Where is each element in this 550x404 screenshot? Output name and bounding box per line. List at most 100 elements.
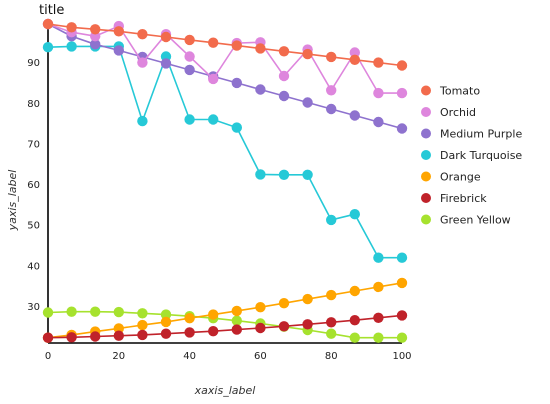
data-point-green-yellow (231, 315, 242, 326)
data-point-tomato (113, 26, 125, 37)
data-point-green-yellow (373, 332, 384, 343)
data-point-green-yellow (326, 328, 337, 339)
data-point-green-yellow (160, 309, 172, 320)
data-point-dark-turquoise (302, 169, 313, 180)
data-point-tomato (137, 29, 148, 40)
data-point-medium-purple (278, 90, 290, 102)
data-point-firebrick (349, 315, 360, 326)
data-point-medium-purple (90, 39, 101, 50)
data-point-tomato (42, 18, 54, 30)
data-point-firebrick (255, 322, 266, 334)
x-tick-label: 20 (112, 351, 125, 362)
data-point-dark-turquoise (184, 114, 195, 125)
data-point-dark-turquoise (255, 169, 266, 180)
plot-layer: 30 40 50 60 70 80 90 0 20 40 60 80 100 (27, 18, 412, 362)
data-point-orange (184, 313, 195, 324)
legend-label-dark-turquoise: Dark Turquoise (440, 149, 522, 162)
data-point-dark-turquoise (349, 209, 360, 220)
data-point-firebrick (160, 328, 172, 339)
data-point-firebrick (90, 331, 101, 342)
y-tick-label: 60 (27, 180, 40, 191)
legend-marker-green-yellow (421, 214, 431, 225)
data-point-orange (137, 319, 148, 331)
data-point-medium-purple (231, 77, 242, 89)
data-point-dark-turquoise (231, 122, 242, 133)
series-line-orange (47, 282, 403, 339)
series-green-yellow (42, 306, 408, 343)
legend-label-green-yellow: Green Yellow (440, 214, 511, 227)
x-axis-title: xaxis_label (194, 384, 256, 397)
data-point-orchid (396, 87, 408, 99)
data-point-dark-turquoise (66, 41, 77, 52)
legend-marker-orchid (421, 107, 431, 117)
data-point-firebrick (373, 312, 384, 323)
series-line-green-yellow (47, 310, 402, 339)
data-point-medium-purple (373, 116, 384, 128)
series-dark-turquoise (42, 41, 408, 263)
x-tick-label: 80 (325, 351, 338, 362)
data-point-orange (113, 323, 125, 334)
series-firebrick (42, 310, 408, 343)
data-point-green-yellow (90, 306, 101, 317)
data-point-firebrick (113, 330, 125, 341)
data-point-dark-turquoise (373, 252, 384, 263)
data-point-tomato (255, 43, 266, 54)
data-point-firebrick (184, 327, 195, 338)
data-point-orange (255, 302, 266, 313)
legend-marker-medium-purple (421, 128, 431, 139)
data-point-orchid (373, 87, 384, 99)
data-point-dark-turquoise (278, 169, 290, 180)
data-point-tomato (349, 54, 360, 65)
y-tick-label: 70 (27, 139, 40, 150)
legend-label-tomato: Tomato (439, 85, 480, 98)
data-point-tomato (66, 22, 77, 33)
data-point-dark-turquoise (208, 114, 219, 125)
data-point-orange (231, 305, 242, 317)
data-point-orchid (208, 73, 219, 85)
data-point-green-yellow (42, 307, 54, 318)
data-point-orange (396, 277, 408, 289)
series-line-tomato (47, 23, 403, 67)
data-point-medium-purple (326, 103, 337, 115)
y-tick-label: 90 (27, 58, 40, 69)
x-tick-label: 100 (392, 351, 411, 362)
data-point-orange (349, 285, 360, 297)
data-point-dark-turquoise (396, 252, 408, 263)
data-point-firebrick (231, 324, 242, 335)
data-point-medium-purple (349, 110, 360, 121)
data-point-tomato (184, 34, 195, 46)
series-line-firebrick (47, 314, 403, 339)
data-point-green-yellow (66, 306, 77, 317)
data-point-orange (326, 289, 337, 301)
data-point-medium-purple (255, 84, 266, 95)
data-point-tomato (90, 24, 101, 35)
data-point-medium-purple (113, 45, 125, 56)
legend-label-medium-purple: Medium Purple (440, 128, 522, 141)
data-point-orchid (184, 51, 195, 62)
data-point-tomato (373, 57, 384, 68)
data-point-firebrick (326, 317, 337, 328)
series-line-medium-purple (47, 23, 403, 130)
y-tick-label: 30 (27, 302, 40, 313)
data-point-orange (373, 281, 384, 293)
legend-marker-tomato (421, 85, 431, 96)
series-tomato (42, 18, 408, 71)
data-point-tomato (326, 51, 337, 63)
y-tick-label: 50 (27, 221, 40, 232)
series-line-orchid (47, 23, 402, 94)
data-point-tomato (278, 46, 290, 57)
data-point-tomato (396, 60, 408, 71)
data-point-orchid (137, 57, 148, 68)
data-point-firebrick (302, 319, 313, 330)
data-point-green-yellow (137, 308, 148, 319)
data-point-medium-purple (160, 58, 172, 69)
data-point-firebrick (42, 332, 54, 343)
data-point-orange (160, 316, 172, 328)
data-point-orange (278, 298, 290, 309)
data-point-orchid (278, 70, 290, 82)
data-point-green-yellow (396, 332, 408, 343)
chart-title: title (39, 3, 64, 18)
data-point-orchid (349, 47, 360, 58)
legend-label-orchid: Orchid (440, 106, 476, 119)
